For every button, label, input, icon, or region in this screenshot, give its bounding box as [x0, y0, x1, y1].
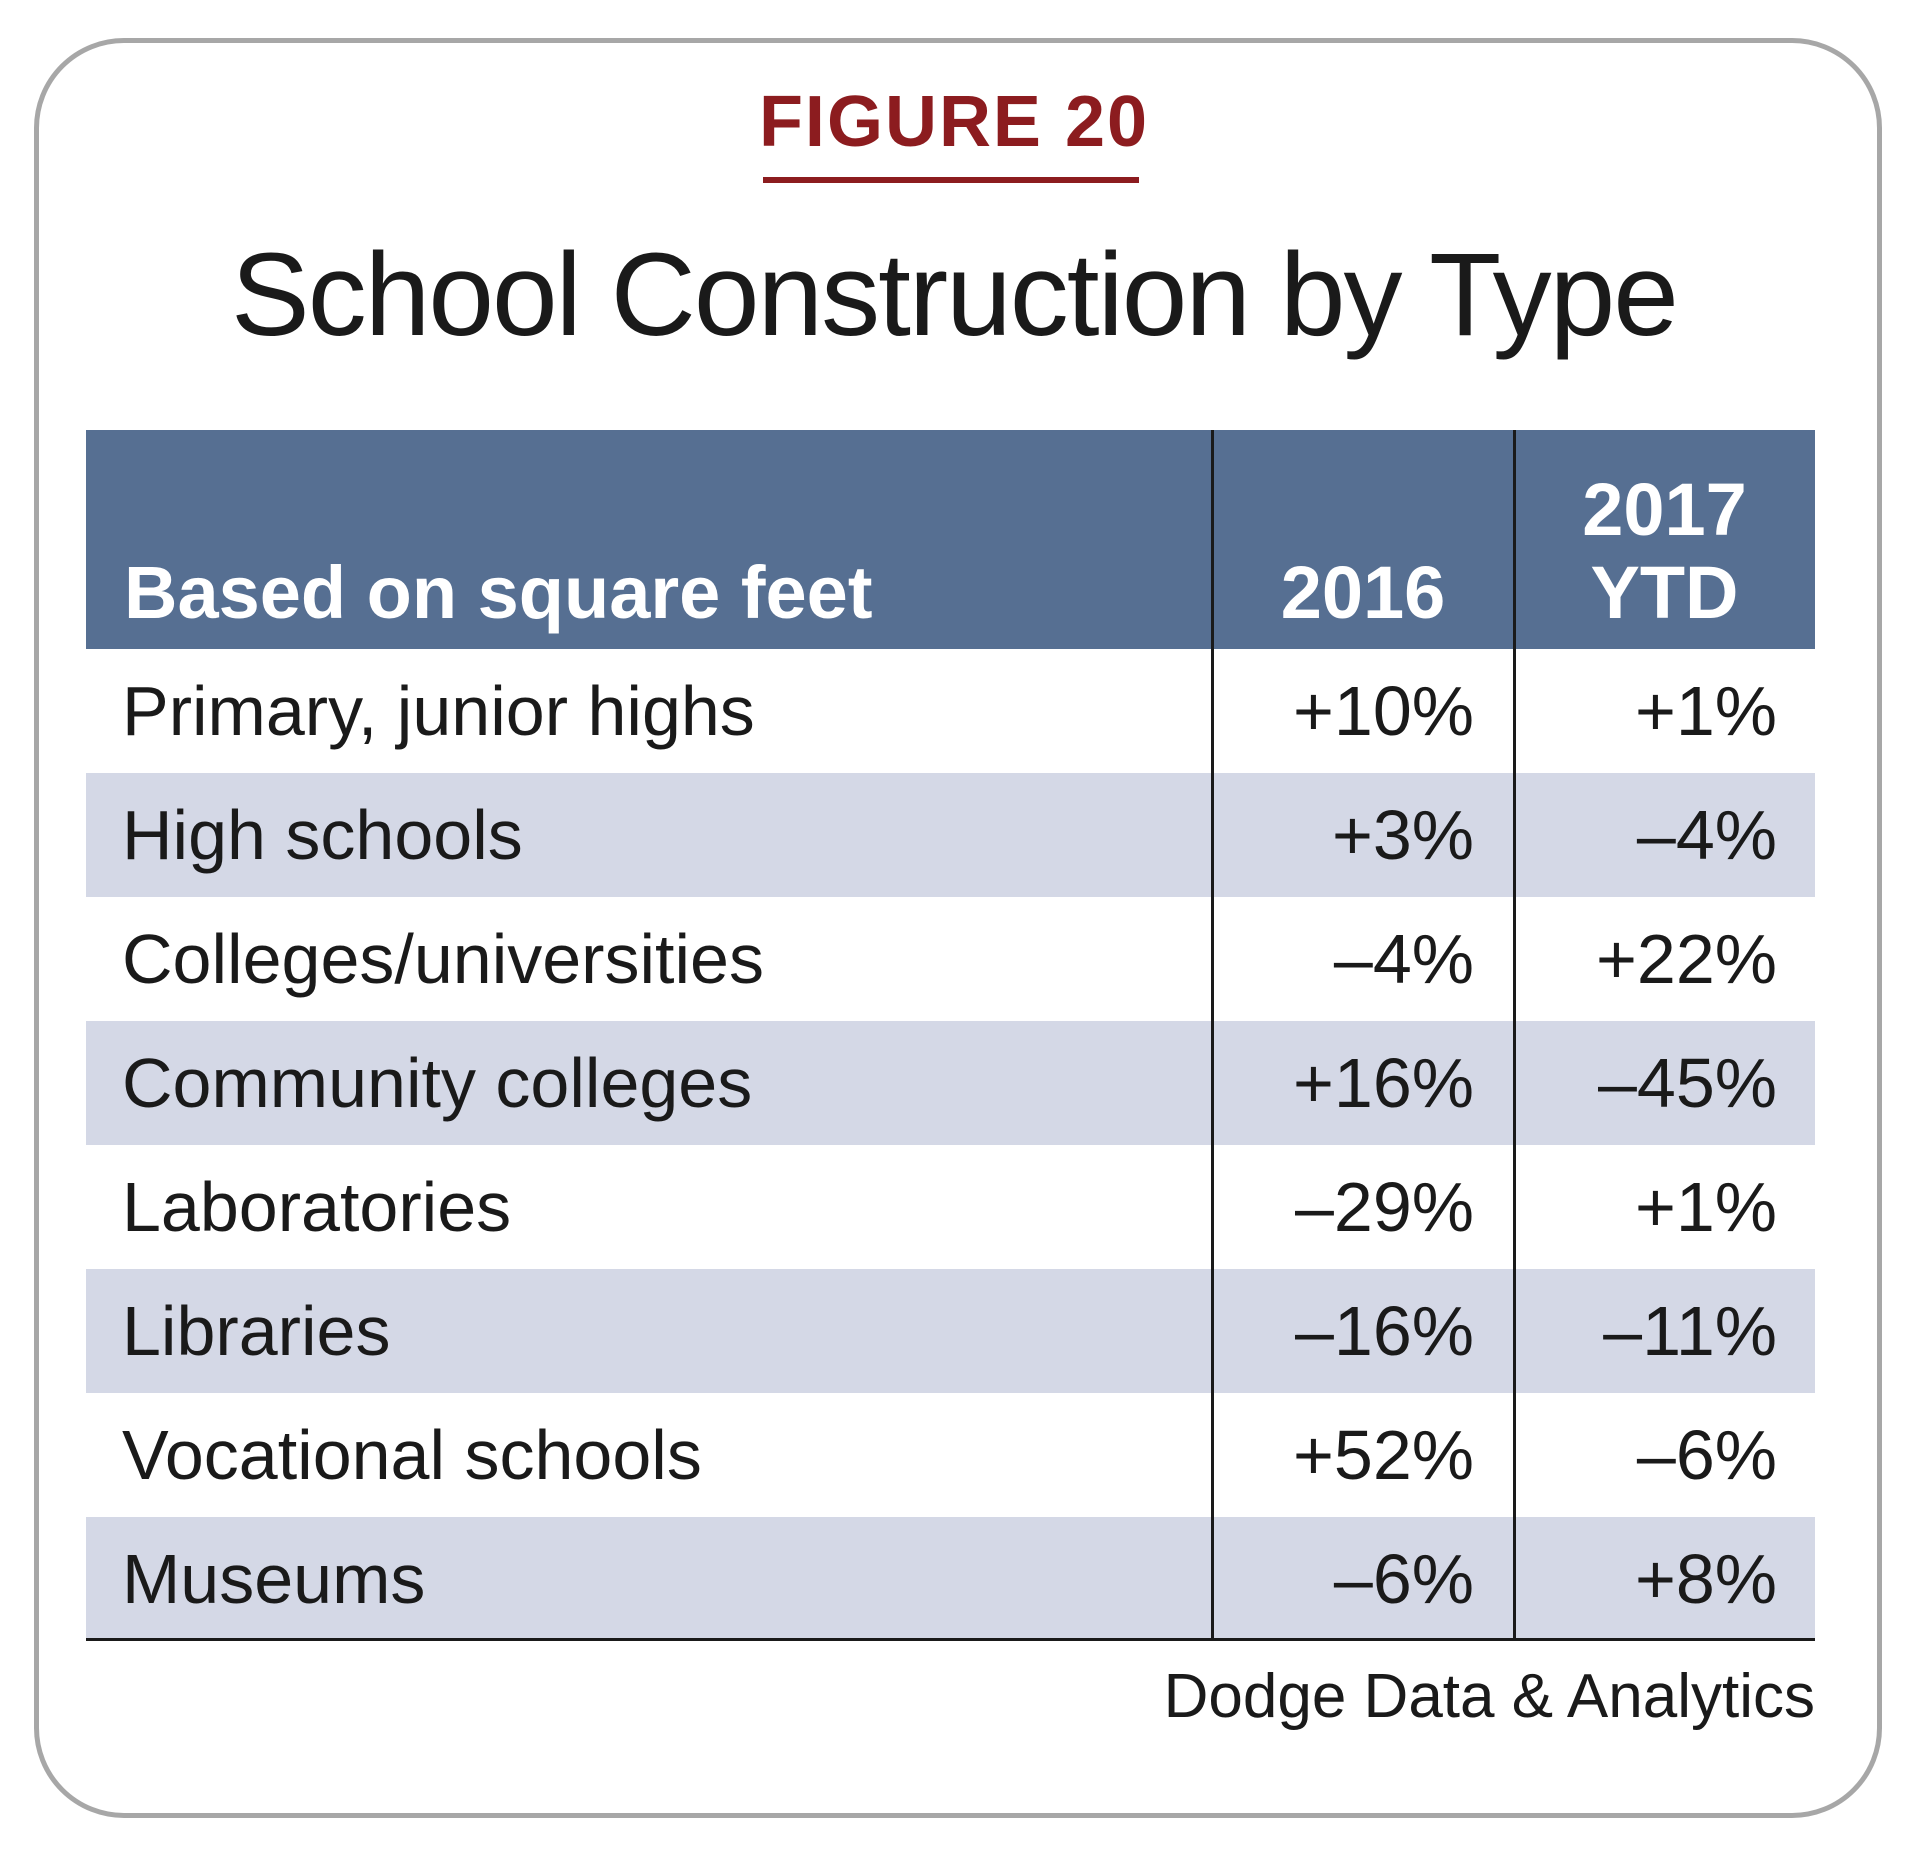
value-2017-ytd: –11% [1603, 1292, 1777, 1370]
value-2016: –4% [1333, 920, 1474, 998]
value-2017-ytd: –45% [1597, 1044, 1777, 1122]
row-label: Museums [122, 1540, 426, 1618]
header-2017-ytd-suffix: YTD [1590, 551, 1739, 635]
data-table: Based on square feet 2016 2017 YTD Prima… [86, 430, 1815, 1641]
row-label: Laboratories [122, 1168, 512, 1246]
value-2016: –6% [1333, 1540, 1474, 1618]
figure-label-underline [763, 177, 1139, 183]
table-row: High schools +3% –4% [86, 773, 1815, 897]
table-row: Primary, junior highs +10% +1% [86, 649, 1815, 773]
table-row: Laboratories –29% +1% [86, 1145, 1815, 1269]
value-2017-ytd: +1% [1634, 1168, 1777, 1246]
row-label: Vocational schools [122, 1416, 702, 1494]
chart-title: School Construction by Type [231, 229, 1679, 361]
row-label: High schools [122, 796, 523, 874]
source-credit: Dodge Data & Analytics [1163, 1662, 1815, 1731]
figure-label: FIGURE 20 [758, 82, 1150, 162]
value-2016: –16% [1294, 1292, 1474, 1370]
table-bottom-rule [86, 1638, 1815, 1641]
table-row: Community colleges +16% –45% [86, 1021, 1815, 1145]
value-2016: –29% [1294, 1168, 1474, 1246]
table-row: Vocational schools +52% –6% [86, 1393, 1815, 1517]
header-label: Based on square feet [124, 551, 873, 635]
table-row: Museums –6% +8% [86, 1517, 1815, 1641]
column-divider-2017 [1513, 430, 1516, 1641]
table-row: Colleges/universities –4% +22% [86, 897, 1815, 1021]
header-2016: 2016 [1280, 551, 1446, 635]
table-header: Based on square feet 2016 2017 YTD [86, 430, 1815, 649]
column-divider-2016 [1211, 430, 1214, 1641]
value-2017-ytd: +22% [1596, 920, 1777, 998]
row-label: Community colleges [122, 1044, 753, 1122]
table-body: Primary, junior highs +10% +1% High scho… [86, 649, 1815, 1641]
value-2016: +10% [1293, 672, 1474, 750]
value-2016: +3% [1331, 796, 1474, 874]
value-2016: +16% [1293, 1044, 1474, 1122]
row-label: Libraries [122, 1292, 391, 1370]
value-2017-ytd: +8% [1634, 1540, 1777, 1618]
value-2017-ytd: +1% [1634, 672, 1777, 750]
table-row: Libraries –16% –11% [86, 1269, 1815, 1393]
header-2017-year: 2017 [1582, 468, 1747, 552]
row-label: Colleges/universities [122, 920, 764, 998]
row-label: Primary, junior highs [122, 672, 755, 750]
value-2017-ytd: –6% [1636, 1416, 1777, 1494]
header-2017-ytd: 2017 YTD [1514, 468, 1815, 635]
value-2017-ytd: –4% [1636, 796, 1777, 874]
value-2016: +52% [1293, 1416, 1474, 1494]
